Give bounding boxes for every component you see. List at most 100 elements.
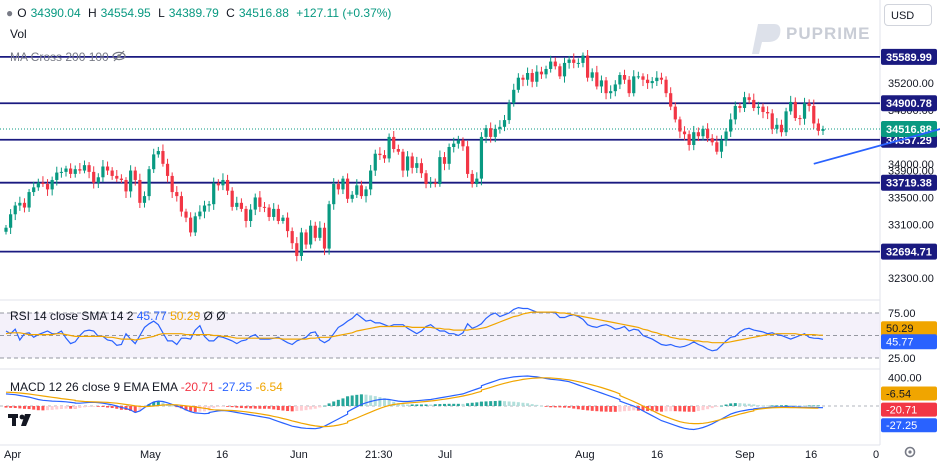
macd-line-tag-label: -27.25	[886, 420, 917, 432]
macd-histogram-bar	[235, 406, 239, 408]
candle-body	[673, 106, 677, 120]
macd-histogram-bar	[221, 406, 225, 407]
macd-histogram-bar	[599, 406, 603, 412]
macd-histogram-bar	[803, 405, 807, 407]
macd-histogram-bar	[332, 401, 336, 406]
candle-body	[789, 101, 793, 112]
macd-histogram-bar	[373, 396, 377, 406]
candle-body	[465, 146, 470, 174]
candle-body	[129, 170, 133, 192]
rsi-value-tag-label: 45.77	[886, 336, 914, 348]
macd-histogram-bar	[770, 405, 774, 407]
candle-body	[147, 169, 151, 197]
candle-body	[13, 205, 17, 215]
rsi-sma-value: 50.29	[170, 309, 201, 323]
candle-body	[821, 129, 825, 131]
macd-histogram-bar	[489, 401, 493, 406]
currency-dropdown[interactable]: USD	[884, 4, 932, 26]
macd-histogram-bar	[286, 406, 290, 412]
macd-histogram-bar	[27, 406, 31, 410]
macd-histogram-bar	[22, 406, 26, 409]
rsi-sma-tag-label: 50.29	[886, 323, 914, 335]
candle-body	[216, 183, 220, 186]
macd-histogram-bar	[535, 404, 539, 406]
macd-histogram-bar	[41, 406, 45, 411]
candle-body	[295, 243, 299, 256]
settings-gear-icon[interactable]	[903, 445, 917, 462]
trendline	[813, 128, 940, 165]
candle-body	[599, 80, 604, 87]
macd-histogram-bar	[719, 405, 723, 407]
candle-body	[470, 173, 474, 184]
macd-legend[interactable]: MACD 12 26 close 9 EMA EMA -20.71 -27.25…	[10, 380, 283, 394]
macd-histogram-bar	[558, 406, 562, 408]
macd-histogram-bar	[138, 406, 142, 411]
candle-body	[738, 105, 742, 108]
low-value: 34389.79	[168, 6, 219, 20]
rsi-legend[interactable]: RSI 14 close SMA 14 2 45.77 50.29 Ø Ø	[10, 309, 226, 323]
candle-body	[156, 151, 160, 155]
macd-histogram-bar	[673, 406, 677, 412]
macd-histogram-bar	[161, 402, 165, 406]
macd-line-value: -27.25	[218, 380, 253, 394]
time-axis-label: May	[140, 449, 161, 461]
candle-body	[369, 170, 373, 190]
macd-histogram-bar	[396, 403, 400, 406]
candle-body	[55, 172, 59, 180]
macd-histogram-bar	[604, 406, 608, 412]
close-value: 34516.88	[238, 6, 289, 20]
macd-histogram-bar	[184, 406, 188, 411]
vol-legend[interactable]: Vol	[10, 27, 27, 41]
macd-histogram-bar	[590, 406, 594, 411]
candle-body	[115, 175, 119, 179]
macd-histogram-bar	[378, 397, 382, 406]
macd-histogram-bar	[313, 406, 317, 409]
macd-histogram-bar	[669, 406, 673, 412]
level-price-label: 33719.38	[886, 178, 932, 190]
macd-histogram-bar	[212, 406, 216, 408]
candle-body	[507, 103, 511, 121]
macd-tick-label: 400.00	[888, 373, 922, 385]
macd-histogram-bar	[521, 402, 525, 406]
currency-label: USD	[891, 10, 915, 22]
macd-histogram-bar	[382, 398, 386, 406]
candle-body	[779, 124, 784, 133]
candle-body	[692, 132, 696, 145]
macd-histogram-bar	[350, 395, 354, 406]
candle-body	[184, 211, 188, 218]
rsi-extra-1: Ø	[203, 309, 213, 323]
macd-histogram-bar	[544, 406, 548, 407]
macd-histogram-bar	[452, 403, 456, 406]
candle-body	[142, 196, 147, 203]
macd-histogram-bar	[96, 406, 100, 407]
macd-histogram-bar	[738, 403, 742, 406]
macd-histogram-bar	[595, 406, 599, 412]
macd-histogram-bar	[78, 406, 82, 409]
time-axis-label: Jun	[290, 449, 308, 461]
macd-histogram-bar	[73, 406, 77, 409]
candle-body	[706, 128, 710, 139]
rsi-tick-label: 25.00	[888, 353, 916, 365]
macd-histogram-bar	[484, 401, 488, 406]
open-label: O	[17, 6, 27, 20]
close-label: C	[226, 6, 235, 20]
macd-histogram-bar	[110, 406, 114, 409]
candle-body	[78, 169, 82, 171]
macd-histogram-bar	[563, 406, 567, 408]
macd-histogram-bar	[207, 406, 211, 410]
macd-histogram-bar	[355, 394, 359, 406]
candle-body	[636, 76, 640, 78]
candle-body	[41, 182, 45, 184]
candle-body	[539, 71, 544, 75]
candle-body	[175, 192, 179, 197]
candle-body	[733, 105, 737, 120]
eye-off-icon[interactable]	[112, 50, 126, 64]
candle-body	[105, 166, 110, 171]
candle-body	[581, 55, 585, 63]
tradingview-logo-icon[interactable]	[8, 412, 36, 433]
candle-body	[475, 178, 479, 184]
macd-histogram-bar	[258, 406, 262, 409]
candle-body	[32, 187, 36, 193]
ma-legend[interactable]: MA Cross 200 100	[10, 50, 126, 64]
